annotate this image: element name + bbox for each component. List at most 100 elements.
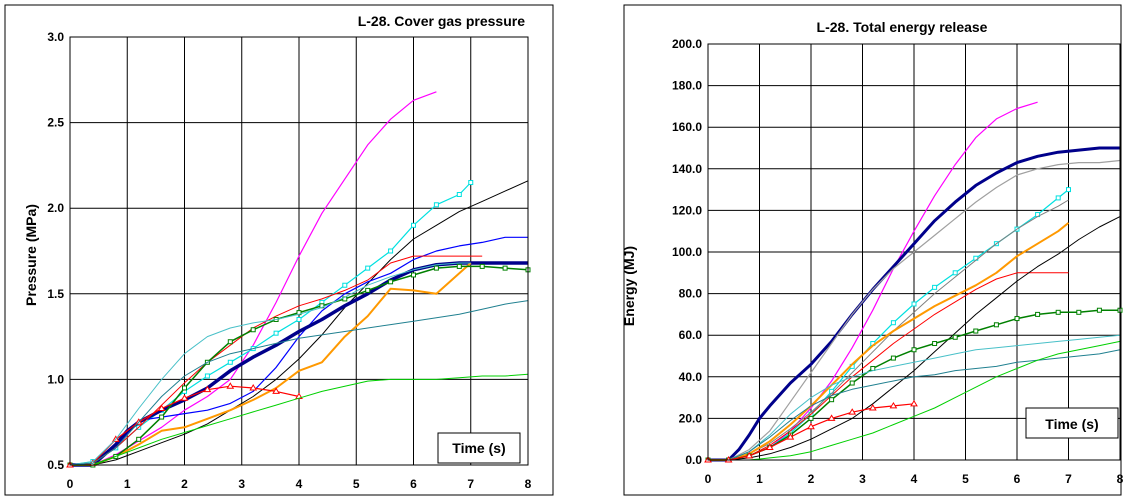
y-tick-label: 180.0 bbox=[672, 79, 702, 93]
series-point bbox=[365, 287, 371, 293]
series-point bbox=[227, 359, 233, 365]
series-point bbox=[182, 385, 187, 391]
series-point bbox=[203, 385, 212, 393]
series-point bbox=[157, 404, 166, 412]
y-tick-label: 20.0 bbox=[679, 411, 703, 425]
series-point bbox=[204, 373, 210, 379]
x-tick-label: 8 bbox=[525, 477, 532, 491]
series-line bbox=[69, 255, 483, 466]
series-point bbox=[765, 443, 774, 451]
series-point bbox=[136, 436, 142, 442]
series-line bbox=[708, 340, 1121, 461]
y-tick-label: 2.5 bbox=[47, 116, 64, 130]
series-point bbox=[433, 202, 439, 208]
series-point bbox=[479, 263, 485, 269]
series-point bbox=[502, 265, 508, 271]
chart-outer-border bbox=[623, 4, 1122, 496]
series-point bbox=[849, 380, 855, 386]
series-point bbox=[973, 328, 979, 334]
y-tick-label: 60.0 bbox=[679, 328, 703, 342]
series-point bbox=[433, 265, 439, 271]
series-point bbox=[456, 192, 462, 198]
series-point bbox=[1035, 311, 1041, 317]
x-tick-label: 0 bbox=[67, 477, 74, 491]
plot-area-border bbox=[69, 36, 529, 466]
x-tick-label: 6 bbox=[1014, 472, 1021, 486]
x-tick-label: 2 bbox=[808, 472, 815, 486]
series-point bbox=[365, 265, 371, 271]
series-point bbox=[910, 399, 918, 407]
series-point bbox=[932, 341, 938, 347]
series-point bbox=[911, 347, 917, 353]
series-point bbox=[159, 414, 165, 420]
series-line bbox=[708, 334, 1121, 461]
series-line bbox=[708, 216, 1121, 461]
series-point bbox=[388, 248, 394, 254]
tick-labels: 0 1 2 3 4 5 6 7 8 0.5 1.0 1.5 2.0 2.5 3.0 bbox=[47, 30, 531, 491]
y-tick-label: 160.0 bbox=[672, 120, 702, 134]
chart-outer-border bbox=[4, 4, 554, 496]
plot-area-border bbox=[707, 43, 1121, 461]
x-tick-label: 1 bbox=[756, 472, 763, 486]
series-point bbox=[932, 284, 938, 290]
y-tick-label: 200.0 bbox=[672, 37, 702, 51]
series-line bbox=[69, 300, 529, 466]
chart-title: L-28. Total energy release bbox=[817, 19, 988, 35]
x-tick-label: 3 bbox=[859, 472, 866, 486]
series-line bbox=[708, 146, 1120, 462]
series-point bbox=[868, 404, 877, 411]
series-point bbox=[388, 279, 394, 285]
series-line bbox=[69, 262, 471, 466]
chart-total-energy-release: L-28. Total energy release Energy (MJ) 0… bbox=[621, 4, 1124, 496]
series-point bbox=[807, 422, 815, 430]
series-point bbox=[249, 383, 258, 391]
series-point bbox=[227, 339, 233, 345]
series-point bbox=[296, 316, 302, 322]
y-tick-label: 100.0 bbox=[672, 245, 702, 259]
series-point bbox=[1014, 316, 1020, 322]
series-group bbox=[704, 101, 1123, 463]
series-point bbox=[1096, 307, 1102, 313]
series-point bbox=[250, 327, 256, 333]
y-tick-label: 2.0 bbox=[47, 201, 64, 215]
series-line bbox=[70, 373, 529, 466]
series-point bbox=[273, 330, 279, 336]
series-point bbox=[1076, 309, 1082, 315]
y-axis-label: Pressure (MPa) bbox=[23, 204, 39, 306]
y-tick-label: 80.0 bbox=[679, 287, 703, 301]
series-point bbox=[829, 397, 835, 403]
series-line bbox=[70, 180, 529, 466]
series-group bbox=[66, 91, 531, 468]
y-tick-label: 0.0 bbox=[685, 453, 702, 467]
x-tick-label: 4 bbox=[911, 472, 918, 486]
series-point bbox=[342, 282, 348, 288]
series-point bbox=[226, 382, 235, 389]
chart-title: L-28. Cover gas pressure bbox=[358, 13, 526, 29]
series-point bbox=[952, 270, 958, 276]
series-point bbox=[952, 334, 958, 340]
y-axis-label: Energy (MJ) bbox=[621, 246, 637, 326]
x-tick-label: 6 bbox=[410, 477, 417, 491]
y-tick-label: 1.5 bbox=[47, 287, 64, 301]
y-tick-label: 3.0 bbox=[47, 30, 64, 44]
x-tick-label: 3 bbox=[238, 477, 245, 491]
y-tick-label: 120.0 bbox=[672, 203, 702, 217]
series-line bbox=[708, 349, 1121, 461]
y-tick-label: 0.5 bbox=[47, 458, 64, 472]
series-point bbox=[411, 222, 416, 228]
tick-labels: 0 1 2 3 4 5 6 7 80.020.040.060.080.0100.0120.014… bbox=[672, 37, 1124, 486]
series-point bbox=[889, 401, 898, 409]
x-tick-label: 4 bbox=[296, 477, 303, 491]
x-tick-label: 7 bbox=[467, 477, 474, 491]
series-point bbox=[468, 180, 474, 186]
series-point bbox=[411, 272, 416, 278]
series-point bbox=[808, 415, 814, 421]
y-tick-label: 140.0 bbox=[672, 162, 702, 176]
x-tick-label: 8 bbox=[1117, 472, 1124, 486]
series-point bbox=[890, 355, 896, 361]
x-tick-label: 7 bbox=[1065, 472, 1072, 486]
series-point bbox=[848, 408, 857, 415]
x-axis-label: Time (s) bbox=[1045, 416, 1098, 432]
series-point bbox=[786, 433, 795, 440]
